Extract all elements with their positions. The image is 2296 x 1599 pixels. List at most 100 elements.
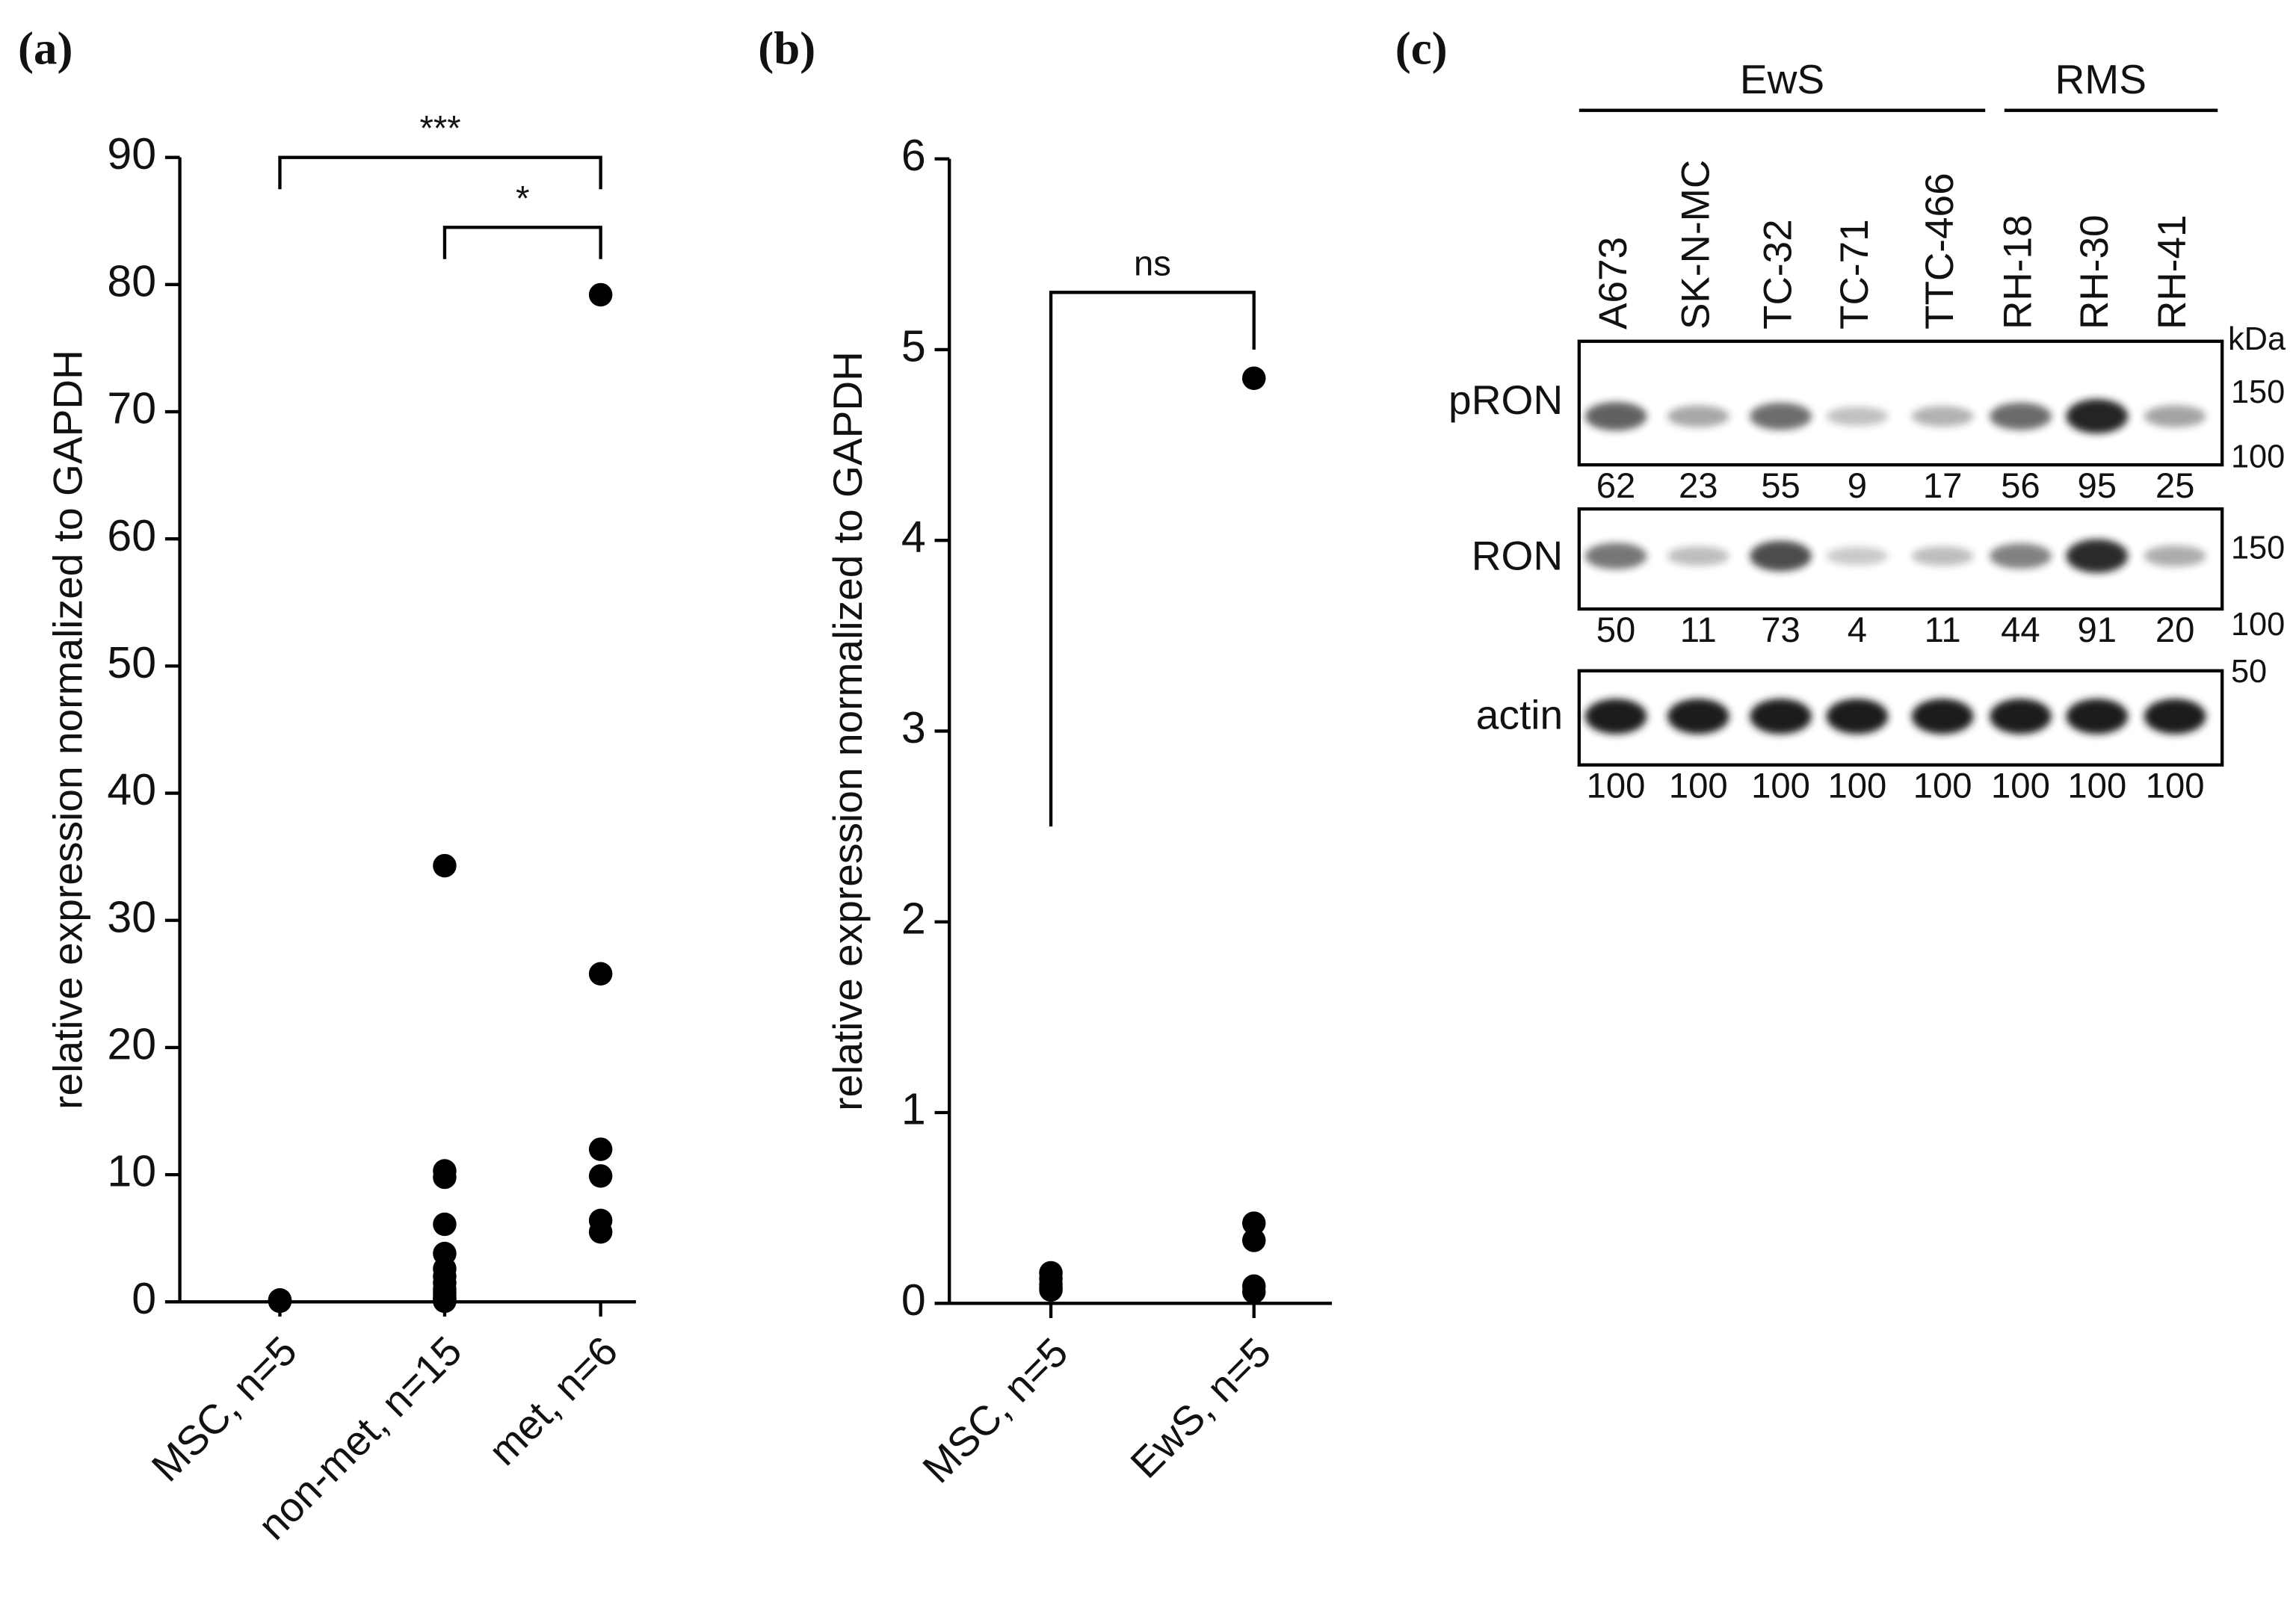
y-axis-label: relative expression normalized to GAPDH	[44, 350, 90, 1110]
quant-label: 56	[2001, 466, 2040, 506]
lane-label: TC-71	[1833, 219, 1877, 330]
band	[1826, 699, 1889, 734]
group-label: RMS	[2055, 56, 2147, 102]
lane-label: A673	[1591, 237, 1635, 330]
band	[1990, 543, 2052, 569]
quant-label: 17	[1923, 466, 1963, 506]
quant-label: 20	[2155, 610, 2195, 650]
data-point	[588, 962, 613, 986]
quant-label: 100	[1828, 767, 1887, 806]
band	[1667, 405, 1729, 427]
y-tick-label: 80	[107, 256, 156, 306]
quant-label: 100	[1669, 767, 1728, 806]
row-label: RON	[1472, 533, 1563, 579]
panel-label: (b)	[758, 22, 815, 74]
band	[1990, 699, 2052, 734]
significance-bracket	[278, 155, 602, 190]
band	[2144, 699, 2206, 734]
band	[1667, 699, 1729, 734]
blot-frame	[1577, 669, 2224, 767]
lane-label: RH-41	[2150, 214, 2194, 330]
y-tick-label: 1	[901, 1085, 926, 1134]
band	[1750, 402, 1812, 430]
marker-label: 150	[2231, 531, 2285, 566]
data-point	[588, 1219, 613, 1244]
y-tick-label: 0	[901, 1275, 926, 1325]
band	[1911, 699, 1974, 734]
significance-label: ***	[419, 109, 460, 149]
y-tick-label: 30	[107, 892, 156, 941]
data-point	[1241, 366, 1266, 390]
quant-label: 11	[1925, 610, 1961, 650]
quant-label: 73	[1761, 610, 1800, 650]
data-point	[268, 1289, 292, 1314]
band	[1990, 402, 2052, 430]
band	[2066, 539, 2129, 573]
y-tick-label: 3	[901, 703, 926, 752]
lane-label: TTC-466	[1918, 173, 1962, 330]
x-tick-label: met, n=6	[480, 1327, 627, 1474]
y-tick-label: 40	[107, 765, 156, 814]
band	[1750, 699, 1812, 734]
x-tick-label: EwS, n=5	[1122, 1329, 1280, 1487]
quant-label: 95	[2078, 466, 2117, 506]
band	[2144, 405, 2206, 427]
blot-frame	[1577, 507, 2224, 611]
band	[1911, 546, 1974, 566]
panel-label: (a)	[18, 22, 72, 74]
quant-label: 55	[1761, 466, 1800, 506]
significance-bracket	[1049, 291, 1256, 827]
row-label: actin	[1476, 691, 1563, 737]
data-point	[433, 1165, 457, 1190]
lane-label: SK-N-MC	[1673, 160, 1718, 330]
x-tick-label: MSC, n=5	[913, 1329, 1076, 1491]
y-tick-label: 4	[901, 513, 926, 562]
data-point	[1039, 1278, 1063, 1302]
band	[1584, 699, 1647, 734]
data-point	[1241, 1211, 1266, 1235]
quant-label: 100	[1991, 767, 2050, 806]
y-axis-label: relative expression normalized to GAPDH	[824, 351, 871, 1111]
quant-label: 4	[1848, 610, 1867, 650]
significance-label: *	[516, 179, 529, 218]
quant-label: 100	[1751, 767, 1810, 806]
y-tick-label: 0	[132, 1274, 156, 1323]
y-tick-label: 60	[107, 511, 156, 560]
band	[1911, 406, 1974, 427]
data-point	[1241, 1228, 1266, 1252]
data-point	[588, 1164, 613, 1188]
band	[2144, 545, 2206, 567]
quant-label: 100	[2067, 767, 2126, 806]
marker-label: 150	[2231, 374, 2285, 410]
quant-label: 9	[1848, 466, 1867, 506]
panel-label: (c)	[1395, 22, 1448, 74]
y-tick-label: 10	[107, 1147, 156, 1196]
quant-label: 25	[2155, 466, 2195, 506]
band	[2066, 399, 2129, 434]
quant-label: 100	[2146, 767, 2205, 806]
band	[1826, 406, 1889, 427]
y-tick-label: 90	[107, 129, 156, 179]
y-tick-label: 5	[901, 321, 926, 371]
data-point	[433, 1289, 457, 1314]
y-tick-label: 2	[901, 894, 926, 943]
band	[1584, 402, 1647, 431]
significance-label: ns	[1134, 244, 1171, 283]
marker-label: 100	[2231, 439, 2285, 475]
quant-label: 11	[1680, 610, 1717, 650]
y-tick-label: 6	[901, 131, 926, 180]
y-tick-label: 20	[107, 1020, 156, 1069]
blot-frame	[1577, 339, 2224, 467]
quant-label: 44	[2001, 610, 2040, 650]
group-label: EwS	[1740, 56, 1824, 102]
data-point	[433, 1212, 457, 1237]
band	[2066, 699, 2129, 734]
lane-label: TC-32	[1756, 219, 1800, 330]
row-label: pRON	[1448, 377, 1563, 423]
y-tick-label: 70	[107, 384, 156, 433]
quant-label: 23	[1679, 466, 1718, 506]
significance-bracket	[442, 226, 602, 259]
marker-label: 100	[2231, 607, 2285, 643]
